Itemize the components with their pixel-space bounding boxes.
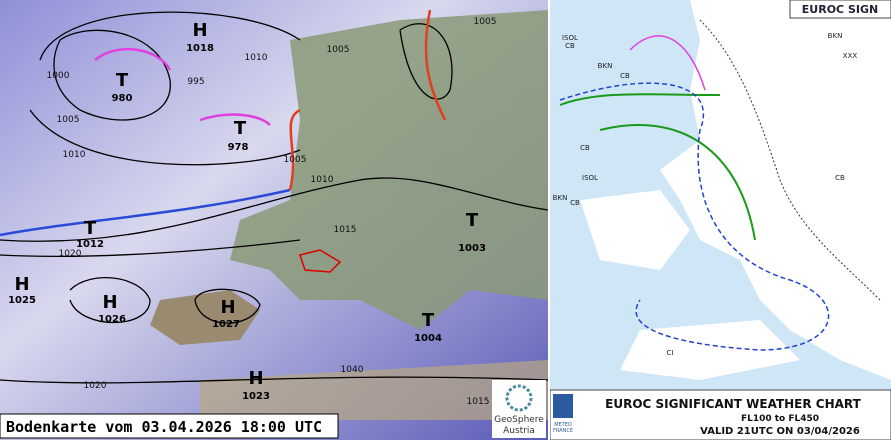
sigwx-tag: CB — [580, 144, 590, 152]
center-symbol: H — [14, 274, 29, 295]
caption: Bodenkarte vom 03.04.2026 18:00 UTC — [6, 418, 322, 436]
sigwx-tag: CB — [565, 42, 575, 50]
sigwx-tag: CB — [570, 199, 580, 207]
sigwx-tag: BKN — [553, 194, 568, 202]
center-pressure: 1027 — [212, 319, 240, 330]
isobar-label: 1005 — [474, 17, 497, 27]
center-symbol: H — [192, 20, 207, 41]
center-symbol: H — [220, 297, 235, 318]
front — [629, 35, 706, 91]
logo-text: GeoSphere — [494, 415, 544, 425]
center-symbol: H — [248, 368, 263, 389]
isobar-label: 1020 — [84, 381, 107, 391]
center-pressure: 978 — [228, 142, 249, 153]
isobar-label: 1040 — [341, 365, 364, 375]
isobar-label: 1005 — [57, 115, 80, 125]
corner-box — [789, 0, 891, 19]
logo-text: Austria — [503, 426, 535, 436]
sigwx-tag: ISOL — [562, 34, 578, 42]
isobar-label: 1010 — [63, 150, 86, 160]
sigwx-tag: BKN — [828, 32, 843, 40]
isobar-label: 1020 — [59, 249, 82, 259]
issuer: FRANCE — [553, 428, 573, 434]
logo-box — [492, 380, 546, 438]
issuer: METEO — [554, 422, 572, 428]
sigwx-tag: ISOL — [582, 174, 598, 182]
sigwx-tag: CI — [667, 349, 674, 357]
jet-stream — [599, 124, 756, 241]
isobar-label: 1010 — [311, 175, 334, 185]
valid-time: VALID 21UTC ON 03/04/2026 — [700, 426, 860, 437]
isobar-label: 1010 — [245, 53, 268, 63]
isobar — [0, 239, 301, 257]
isobar-label: 995 — [187, 77, 204, 87]
land — [150, 290, 260, 345]
turbulence-area — [559, 82, 830, 351]
center-symbol: T — [466, 210, 479, 231]
isobar-label: 1005 — [284, 155, 307, 165]
caption-box — [0, 413, 339, 439]
isobar-label: 1005 — [327, 45, 350, 55]
levels: FL100 to FL450 — [741, 414, 819, 424]
corner-title: EUROC SIGN — [802, 3, 878, 16]
isobar — [39, 11, 301, 61]
center-pressure: 1004 — [414, 333, 442, 344]
isobar-label: 1015 — [334, 225, 357, 235]
center-pressure: 980 — [112, 93, 133, 104]
isobar-label: 1015 — [467, 397, 490, 407]
sigwx-tag: CB — [620, 72, 630, 80]
center-pressure: 1012 — [76, 239, 104, 250]
chart-title: EUROC SIGNIFICANT WEATHER CHART — [605, 397, 861, 411]
logo-icon — [505, 384, 533, 412]
isobar — [0, 177, 549, 242]
issuer-logo — [553, 394, 573, 418]
center-symbol: H — [102, 292, 117, 313]
center-pressure: 1003 — [458, 243, 486, 254]
sigwx-tag: XXX — [843, 52, 858, 60]
sigwx-tag: BKN — [598, 62, 613, 70]
sigwx-tag: CB — [835, 174, 845, 182]
cold-front — [0, 188, 291, 237]
land — [200, 360, 548, 420]
center-symbol: T — [234, 118, 247, 139]
surface-map: H 1018 T 980 T 978 T 1012 H 1025 H 1026 … — [0, 0, 549, 440]
land — [230, 10, 548, 330]
isobar — [69, 277, 151, 324]
jet-stream — [559, 93, 721, 106]
sigwx-chart: CB ISOL CB BKN CB ISOL CB BKN CI XXX BKN… — [549, 0, 891, 440]
occlusion — [94, 47, 271, 126]
austria-outline — [299, 249, 342, 273]
isobar — [0, 376, 549, 384]
center-pressure: 1018 — [186, 43, 214, 54]
center-pressure: 1025 — [8, 295, 36, 306]
title-box — [549, 389, 891, 440]
warm-front — [288, 108, 301, 191]
cb-area — [699, 19, 881, 301]
center-symbol: T — [116, 70, 129, 91]
center-symbol: T — [84, 218, 97, 239]
center-pressure: 1023 — [242, 391, 270, 402]
isobar — [194, 288, 261, 324]
isobar-label: 1000 — [47, 71, 70, 81]
land — [580, 190, 800, 380]
center-symbol: T — [422, 310, 435, 331]
center-pressure: 1026 — [98, 314, 126, 325]
warm-front — [424, 9, 447, 121]
isobar — [53, 29, 171, 121]
isobar — [29, 109, 301, 166]
